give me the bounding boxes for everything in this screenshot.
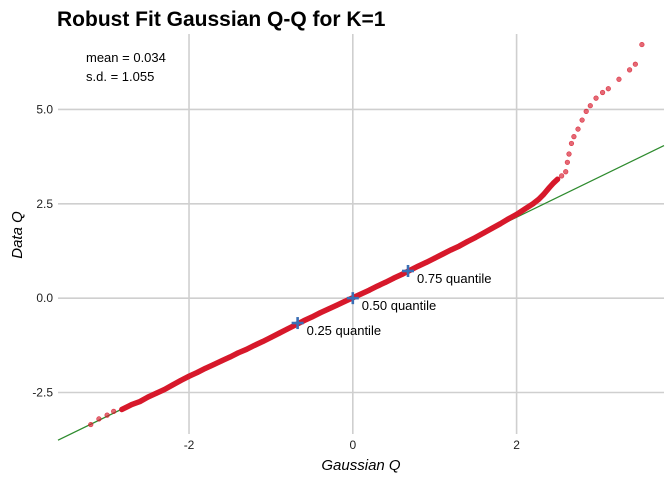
data-point [325,306,331,312]
data-point [568,140,575,147]
quantile-label: 0.25 quantile [307,323,381,338]
data-point [137,398,143,405]
data-point [153,390,159,396]
data-point [399,271,405,277]
data-point [440,251,446,257]
data-point [391,275,397,281]
data-point [260,338,266,345]
y-axis-title: Data Q [9,211,26,259]
x-tick-label: 2 [513,438,520,452]
data-point [268,334,274,340]
data-point [522,206,528,212]
data-point [415,263,421,269]
data-point [632,61,638,67]
data-point [639,41,645,48]
data-point [111,408,117,414]
x-tick-label: 0 [349,438,356,452]
data-point [564,159,570,165]
mean-annotation: mean = 0.034 [86,50,166,65]
data-point [374,283,380,289]
quantile-label: 0.50 quantile [362,298,436,313]
data-point [243,346,249,353]
data-point [566,151,572,157]
y-tick-label: 2.5 [36,197,53,211]
data-point [219,358,225,364]
data-point [579,117,585,123]
data-point [627,67,633,73]
tick-labels: -2 0 2 -2.5 0.0 2.5 5.0 [32,102,520,452]
data-point [96,416,102,422]
x-axis-title: Gaussian Q [321,457,401,474]
x-tick-label: -2 [184,438,195,452]
data-point [227,354,233,360]
data-point [342,298,348,305]
data-point [104,412,110,418]
data-point [366,287,372,293]
data-point [333,302,340,308]
data-point [251,342,258,348]
data-point [129,401,135,408]
data-point [559,173,565,179]
data-point [145,394,151,400]
data-point [616,76,622,82]
data-point [550,180,557,186]
data-point [464,238,471,245]
data-point [554,176,561,182]
data-point [186,373,192,379]
data-point [536,196,542,202]
data-point [235,350,241,356]
data-point [88,421,94,428]
data-point [194,369,200,376]
data-point [513,211,520,217]
data-point [456,243,462,249]
quantile-layer: 0.25 quantile 0.50 quantile 0.75 quantile [291,264,491,338]
y-tick-label: 0.0 [36,291,53,305]
data-point [284,326,290,332]
data-point [317,310,323,316]
data-point [161,386,168,393]
points-layer [88,41,645,428]
data-point [505,216,512,222]
data-point [210,361,217,368]
y-tick-label: 5.0 [36,102,53,116]
data-point [530,201,536,207]
sd-annotation: s.d. = 1.055 [86,69,154,84]
data-point [575,126,581,132]
data-point [605,86,611,92]
data-point [599,89,606,96]
data-point [587,103,593,109]
data-point [571,134,577,140]
data-point [473,234,479,240]
data-point [593,95,599,101]
data-point [541,191,547,197]
data-point [432,255,438,261]
data-point [481,230,487,236]
data-point [202,365,209,371]
data-point [382,279,389,285]
data-point [497,221,503,227]
data-point [358,291,364,297]
data-point [448,247,454,253]
data-point [276,330,282,336]
data-point [170,382,176,388]
data-point [489,225,495,231]
chart-title: Robust Fit Gaussian Q-Q for K=1 [57,8,386,31]
y-tick-label: -2.5 [32,385,53,399]
data-point [309,314,315,320]
data-point [583,108,589,114]
data-point [119,406,125,413]
data-point [423,259,430,265]
quantile-label: 0.75 quantile [417,271,491,286]
data-point [546,184,552,191]
data-point [178,377,184,384]
data-point [563,169,569,175]
